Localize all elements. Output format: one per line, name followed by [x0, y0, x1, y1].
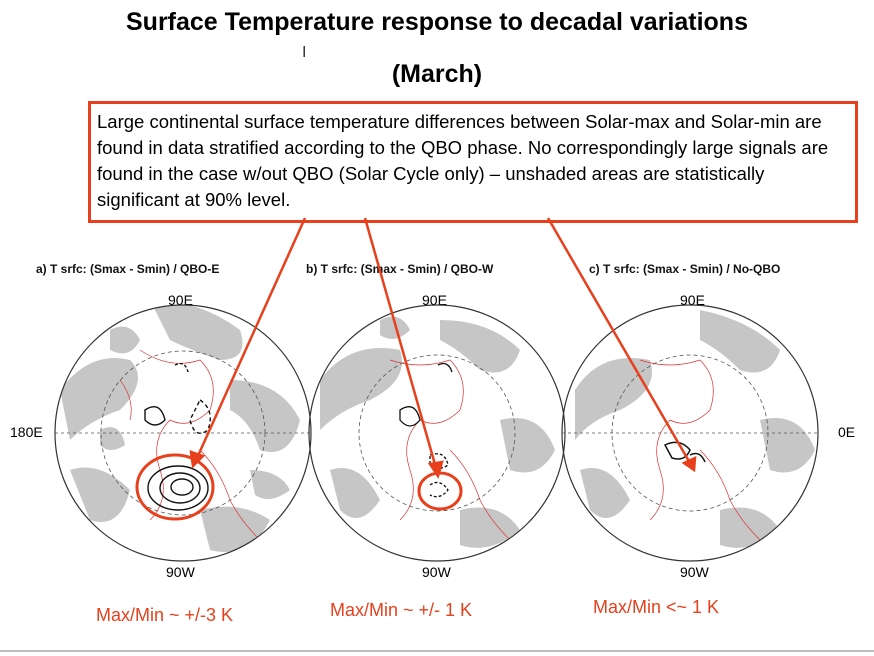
- panel-c-label: c) T srfc: (Smax - Smin) / No-QBO: [589, 262, 781, 276]
- panel-a-label: a) T srfc: (Smax - Smin) / QBO-E: [36, 262, 220, 276]
- callout-arrows: [189, 217, 697, 479]
- panel-b-map: [308, 304, 566, 562]
- panel-a-top-label: 90E: [168, 292, 193, 308]
- panel-b-label: b) T srfc: (Smax - Smin) / QBO-W: [306, 262, 494, 276]
- panel-c-map: [561, 304, 819, 562]
- panel-b-top-label: 90E: [422, 292, 447, 308]
- callout-box: Large continental surface temperature di…: [88, 101, 858, 223]
- slide-title: Surface Temperature response to decadal …: [126, 8, 748, 36]
- slide-subtitle: (March): [391, 60, 483, 88]
- panel-c-right-label: 0E: [838, 424, 856, 440]
- panel-b-bottom-label: 90W: [422, 564, 451, 580]
- panel-c-maxmin: Max/Min <~ 1 K: [593, 597, 720, 617]
- text-cursor-icon: I: [302, 44, 307, 61]
- panel-a-bottom-label: 90W: [166, 564, 195, 580]
- panel-c-top-label: 90E: [680, 292, 705, 308]
- panel-a-maxmin: Max/Min ~ +/-3 K: [96, 605, 234, 625]
- panel-b-maxmin: Max/Min ~ +/- 1 K: [330, 600, 473, 620]
- divider: [0, 650, 874, 652]
- panel-c-bottom-label: 90W: [680, 564, 709, 580]
- panel-a-map: [54, 304, 312, 562]
- panel-a-left-label: 180E: [10, 424, 43, 440]
